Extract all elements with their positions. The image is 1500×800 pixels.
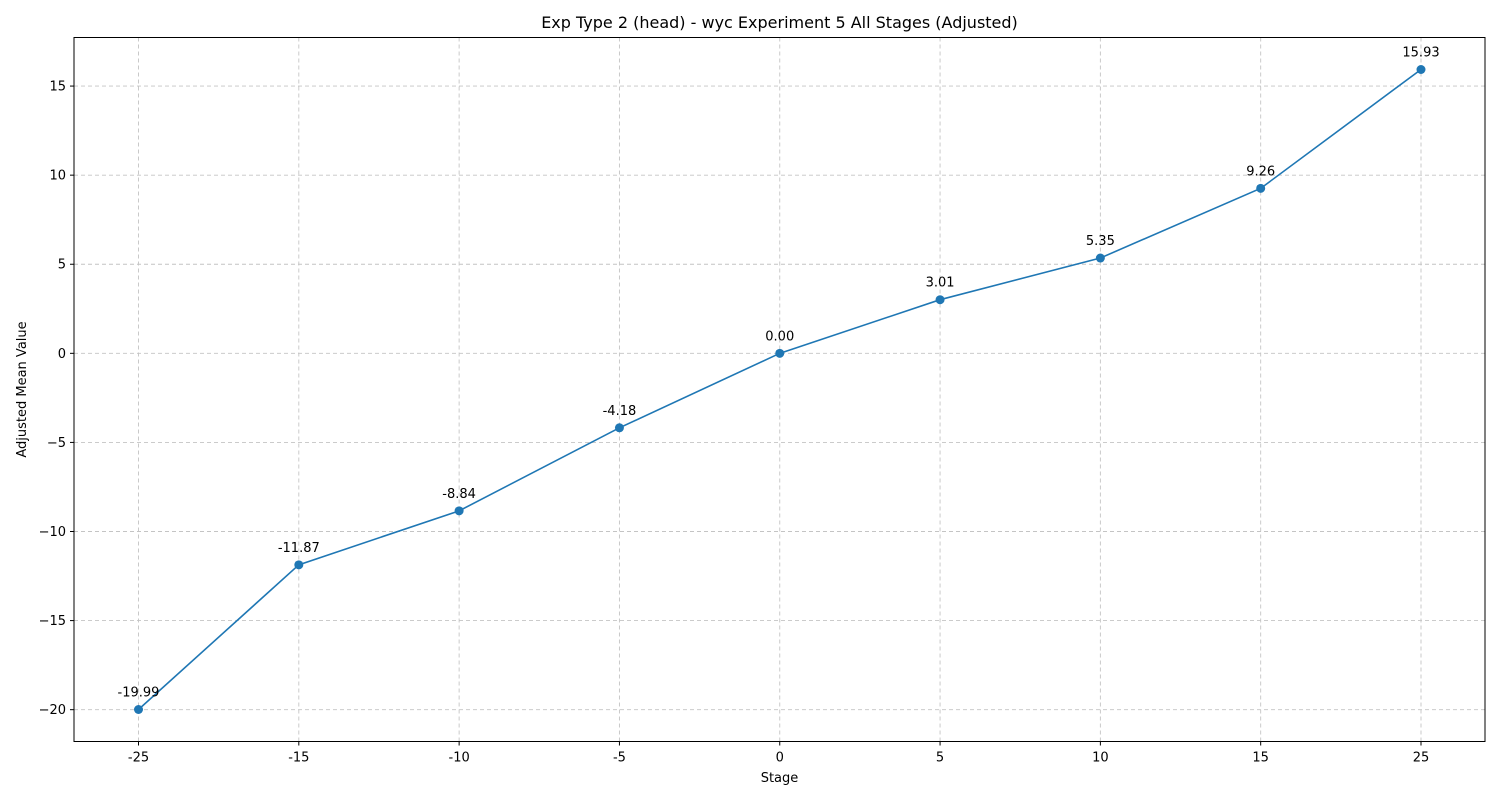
data-point — [775, 348, 785, 358]
x-tick-label: -15 — [288, 751, 309, 766]
x-tick-label: 10 — [1092, 751, 1109, 766]
x-tick-label: -25 — [128, 751, 149, 766]
y-axis: −20 −15 −10 −5 0 5 10 15 — [39, 80, 74, 718]
data-label: -11.87 — [278, 541, 320, 556]
x-tick-label: 0 — [776, 751, 784, 766]
data-point — [294, 560, 304, 570]
data-label: 0.00 — [765, 329, 794, 344]
data-label: 5.35 — [1086, 234, 1115, 249]
y-tick-label: −10 — [39, 525, 66, 540]
x-axis-label: Stage — [761, 771, 799, 786]
grid-lines — [74, 37, 1485, 742]
x-axis: -25 -15 -10 -5 0 5 10 15 25 — [128, 741, 1430, 766]
y-tick-label: −15 — [39, 614, 66, 629]
y-tick-label: 15 — [49, 80, 66, 95]
data-label: -19.99 — [118, 686, 160, 701]
data-point — [1256, 183, 1266, 193]
data-label: 15.93 — [1402, 46, 1439, 61]
y-tick-label: 5 — [58, 258, 66, 273]
data-point — [614, 423, 624, 433]
x-tick-label: 25 — [1413, 751, 1430, 766]
data-point — [134, 705, 143, 714]
data-point — [1416, 65, 1426, 74]
x-tick-label: -5 — [613, 751, 626, 766]
y-axis-label: Adjusted Mean Value — [15, 321, 30, 457]
x-tick-label: 5 — [936, 751, 944, 766]
x-tick-label: -10 — [449, 751, 470, 766]
y-tick-label: −20 — [39, 703, 66, 718]
data-label: -4.18 — [603, 404, 637, 419]
data-point — [935, 295, 945, 305]
data-point — [1095, 253, 1105, 263]
y-tick-label: −5 — [47, 436, 66, 451]
data-label: 3.01 — [926, 276, 955, 291]
data-label: 9.26 — [1246, 164, 1275, 179]
data-label: -8.84 — [442, 487, 476, 502]
chart-title: Exp Type 2 (head) - wyc Experiment 5 All… — [541, 13, 1018, 32]
data-series: -19.99 -11.87 -8.84 -4.18 0.00 3.01 5.35 9.26 15… — [118, 46, 1440, 714]
data-point — [454, 506, 464, 516]
x-tick-label: 15 — [1252, 751, 1269, 766]
y-tick-label: 10 — [49, 169, 66, 184]
y-tick-label: 0 — [58, 347, 66, 362]
plot-frame — [73, 37, 1486, 742]
